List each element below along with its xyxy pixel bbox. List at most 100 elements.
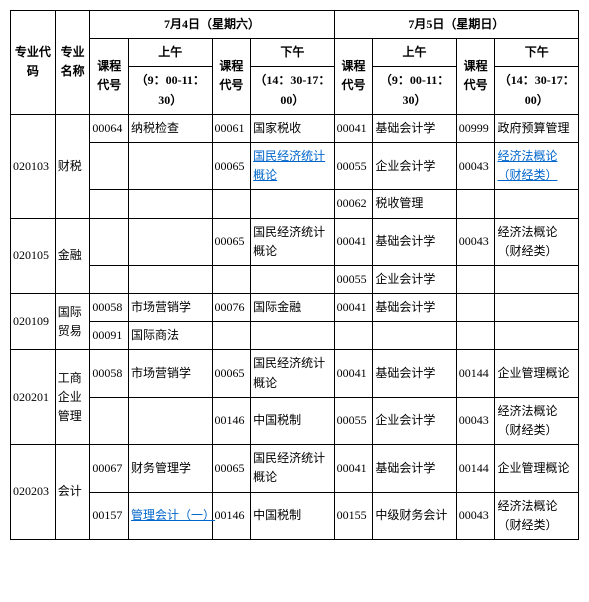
major-code-cell: 020109 bbox=[11, 294, 56, 350]
major-code-cell: 020105 bbox=[11, 218, 56, 294]
course-code-cell: 00041 bbox=[334, 114, 373, 142]
course-name-cell[interactable]: 国民经济统计概论 bbox=[251, 142, 334, 189]
course-code-cell: 00157 bbox=[90, 492, 129, 539]
course-code-cell: 00091 bbox=[90, 322, 129, 350]
header-course-code-4: 课程代号 bbox=[456, 39, 495, 115]
table-row: 020103 财税 00064 纳税检查 00061 国家税收 00041 基础… bbox=[11, 114, 579, 142]
empty-cell bbox=[334, 322, 373, 350]
empty-cell bbox=[90, 142, 129, 189]
course-name-cell: 基础会计学 bbox=[373, 445, 456, 492]
major-name-cell: 财税 bbox=[55, 114, 90, 218]
empty-cell bbox=[129, 142, 212, 189]
course-name-cell: 国际金融 bbox=[251, 294, 334, 322]
empty-cell bbox=[129, 218, 212, 265]
course-code-cell: 00067 bbox=[90, 445, 129, 492]
course-name-cell: 经济法概论（财经类） bbox=[495, 492, 579, 539]
course-code-cell: 00041 bbox=[334, 218, 373, 265]
course-code-cell: 00999 bbox=[456, 114, 495, 142]
schedule-table: 专业代码 专业名称 7月4日（星期六） 7月5日（星期日） 课程代号 上午 课程… bbox=[10, 10, 579, 540]
course-name-cell: 经济法概论（财经类） bbox=[495, 397, 579, 444]
empty-cell bbox=[495, 322, 579, 350]
course-code-cell: 00065 bbox=[212, 218, 251, 265]
table-row: 00146 中国税制 00055 企业会计学 00043 经济法概论（财经类） bbox=[11, 397, 579, 444]
course-name-cell: 中国税制 bbox=[251, 397, 334, 444]
header-course-code-2: 课程代号 bbox=[212, 39, 251, 115]
major-name-cell: 国际贸易 bbox=[55, 294, 90, 350]
course-code-cell: 00055 bbox=[334, 397, 373, 444]
empty-cell bbox=[373, 322, 456, 350]
course-code-cell: 00146 bbox=[212, 492, 251, 539]
course-name-cell: 企业会计学 bbox=[373, 142, 456, 189]
course-link[interactable]: 管理会计（一） bbox=[131, 508, 215, 522]
course-link[interactable]: 国民经济统计概论 bbox=[253, 149, 325, 182]
course-code-cell: 00043 bbox=[456, 142, 495, 189]
course-code-cell: 00065 bbox=[212, 445, 251, 492]
empty-cell bbox=[129, 397, 212, 444]
course-name-cell: 纳税检查 bbox=[129, 114, 212, 142]
header-am-2: 上午 bbox=[373, 39, 456, 67]
table-row: 020105 金融 00065 国民经济统计概论 00041 基础会计学 000… bbox=[11, 218, 579, 265]
header-day2: 7月5日（星期日） bbox=[334, 11, 578, 39]
empty-cell bbox=[456, 322, 495, 350]
empty-cell bbox=[495, 265, 579, 293]
course-name-cell: 中国税制 bbox=[251, 492, 334, 539]
empty-cell bbox=[129, 265, 212, 293]
course-code-cell: 00058 bbox=[90, 350, 129, 397]
course-name-cell: 企业会计学 bbox=[373, 397, 456, 444]
header-am-time-1: （9：00-11：30） bbox=[129, 67, 212, 114]
course-name-cell: 经济法概论（财经类） bbox=[495, 218, 579, 265]
major-code-cell: 020103 bbox=[11, 114, 56, 218]
header-pm-2: 下午 bbox=[495, 39, 579, 67]
major-code-cell: 020203 bbox=[11, 445, 56, 540]
course-code-cell: 00065 bbox=[212, 142, 251, 189]
course-name-cell: 企业管理概论 bbox=[495, 350, 579, 397]
empty-cell bbox=[212, 190, 251, 218]
course-name-cell: 国民经济统计概论 bbox=[251, 218, 334, 265]
course-code-cell: 00041 bbox=[334, 350, 373, 397]
empty-cell bbox=[90, 265, 129, 293]
empty-cell bbox=[90, 218, 129, 265]
header-course-code-3: 课程代号 bbox=[334, 39, 373, 115]
course-name-cell: 国民经济统计概论 bbox=[251, 350, 334, 397]
course-code-cell: 00041 bbox=[334, 294, 373, 322]
course-code-cell: 00041 bbox=[334, 445, 373, 492]
course-code-cell: 00061 bbox=[212, 114, 251, 142]
course-code-cell: 00055 bbox=[334, 142, 373, 189]
table-row: 00062 税收管理 bbox=[11, 190, 579, 218]
course-name-cell: 中级财务会计 bbox=[373, 492, 456, 539]
course-name-cell: 政府预算管理 bbox=[495, 114, 579, 142]
course-code-cell: 00043 bbox=[456, 397, 495, 444]
empty-cell bbox=[456, 294, 495, 322]
empty-cell bbox=[90, 190, 129, 218]
header-am-time-2: （9：00-11：30） bbox=[373, 67, 456, 114]
empty-cell bbox=[90, 397, 129, 444]
course-name-cell: 基础会计学 bbox=[373, 294, 456, 322]
empty-cell bbox=[456, 190, 495, 218]
header-major-code: 专业代码 bbox=[11, 11, 56, 115]
header-pm-time-2: （14：30-17：00） bbox=[495, 67, 579, 114]
course-name-cell: 国家税收 bbox=[251, 114, 334, 142]
course-name-cell: 市场营销学 bbox=[129, 294, 212, 322]
table-row: 020109 国际贸易 00058 市场营销学 00076 国际金融 00041… bbox=[11, 294, 579, 322]
table-row: 00055 企业会计学 bbox=[11, 265, 579, 293]
course-name-cell: 国民经济统计概论 bbox=[251, 445, 334, 492]
course-name-cell: 财务管理学 bbox=[129, 445, 212, 492]
header-pm-1: 下午 bbox=[251, 39, 334, 67]
major-name-cell: 工商企业管理 bbox=[55, 350, 90, 445]
course-code-cell: 00146 bbox=[212, 397, 251, 444]
course-code-cell: 00155 bbox=[334, 492, 373, 539]
course-name-cell: 基础会计学 bbox=[373, 218, 456, 265]
empty-cell bbox=[251, 190, 334, 218]
header-pm-time-1: （14：30-17：00） bbox=[251, 67, 334, 114]
course-code-cell: 00055 bbox=[334, 265, 373, 293]
course-name-cell[interactable]: 经济法概论（财经类） bbox=[495, 142, 579, 189]
header-major-name: 专业名称 bbox=[55, 11, 90, 115]
course-name-cell: 企业管理概论 bbox=[495, 445, 579, 492]
header-day1: 7月4日（星期六） bbox=[90, 11, 334, 39]
course-link[interactable]: 经济法概论（财经类） bbox=[497, 149, 557, 182]
course-code-cell: 00076 bbox=[212, 294, 251, 322]
major-code-cell: 020201 bbox=[11, 350, 56, 445]
course-name-cell[interactable]: 管理会计（一） bbox=[129, 492, 212, 539]
course-code-cell: 00058 bbox=[90, 294, 129, 322]
course-name-cell: 基础会计学 bbox=[373, 114, 456, 142]
